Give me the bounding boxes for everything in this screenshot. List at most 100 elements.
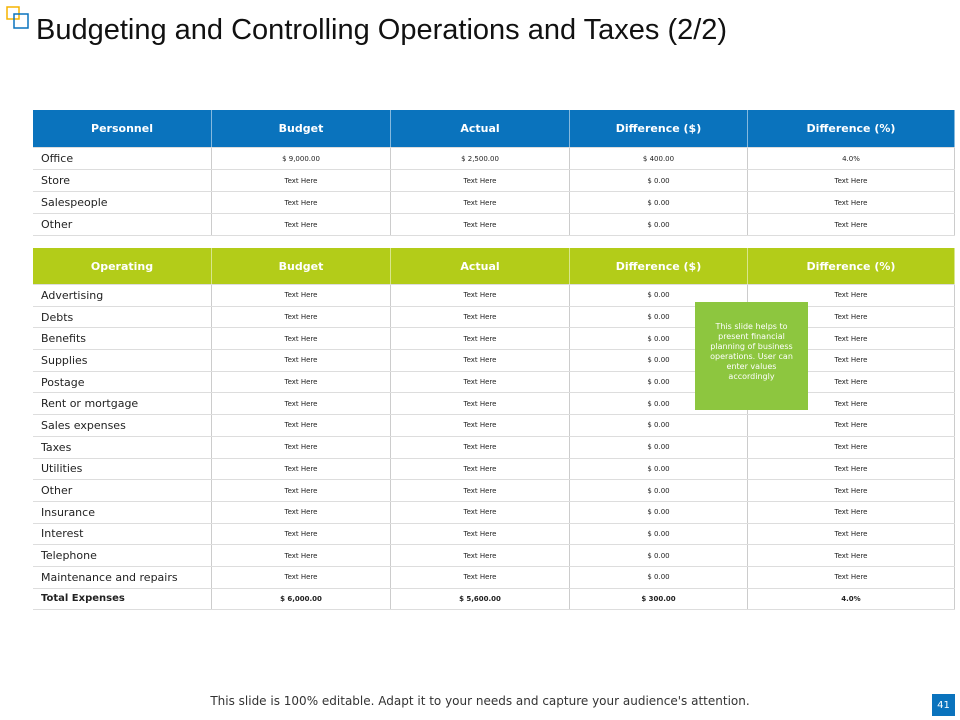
- table-cell: Text Here: [748, 415, 955, 436]
- table-row: Rent or mortgage Text Here Text Here $ 0.00…: [33, 393, 955, 416]
- table-row: Telephone Text Here Text Here $ 0.00 Text He…: [33, 545, 955, 567]
- table-cell: Other: [33, 480, 212, 501]
- table-cell: Text Here: [748, 566, 955, 588]
- logo: [6, 6, 29, 29]
- table-cell: Text Here: [212, 192, 391, 213]
- table-cell: Text Here: [748, 170, 955, 191]
- table-cell: Text Here: [748, 545, 955, 566]
- table-row: Utilities Text Here Text Here $ 0.00 Text He…: [33, 458, 955, 481]
- table-cell: Text Here: [212, 566, 391, 588]
- header-cell: Personnel: [33, 110, 212, 147]
- table-cell: Supplies: [33, 350, 212, 371]
- header-cell: Operating: [33, 248, 212, 284]
- table-cell: Text Here: [212, 328, 391, 350]
- table-cell: Maintenance and repairs: [33, 566, 212, 588]
- table-cell: Other: [33, 214, 212, 235]
- table-cell: $ 400.00: [570, 148, 748, 169]
- header-cell: Actual: [391, 110, 570, 147]
- operating-table: Operating Budget Actual Difference ($) Diffe…: [33, 248, 955, 611]
- table-cell: Text Here: [212, 371, 391, 393]
- table-cell: $ 0.00: [570, 436, 748, 458]
- table-cell: Text Here: [212, 393, 391, 415]
- table-cell: Text Here: [748, 350, 955, 371]
- table-cell: Text Here: [748, 523, 955, 545]
- table-cell: Taxes: [33, 436, 212, 458]
- table-cell: Sales expenses: [33, 415, 212, 436]
- slide-title: Budgeting and Controlling Operations and…: [36, 14, 728, 46]
- header-cell: Difference ($): [570, 248, 748, 284]
- table-row: Office $ 9,000.00 $ 2,500.00 $ 400.00 4.0%: [33, 148, 955, 170]
- table-cell: Text Here: [748, 306, 955, 328]
- table-cell: Text Here: [748, 458, 955, 480]
- table-row: Sales expenses Text Here Text Here $ 0.00 Te…: [33, 415, 955, 437]
- table-cell: $ 0.00: [570, 480, 748, 501]
- table-cell: Text Here: [748, 371, 955, 393]
- table-cell: Text Here: [212, 545, 391, 566]
- table-cell: Text Here: [391, 371, 570, 393]
- table-cell: Text Here: [748, 501, 955, 523]
- table-row: Benefits Text Here Text Here $ 0.00 Text Her…: [33, 328, 955, 351]
- table-cell: Text Here: [212, 306, 391, 328]
- table-cell: Text Here: [212, 170, 391, 191]
- table-cell: Salespeople: [33, 192, 212, 213]
- table-cell: Text Here: [748, 480, 955, 501]
- table-cell: Text Here: [391, 436, 570, 458]
- table-cell: $ 0.00: [570, 458, 748, 480]
- header-cell: Actual: [391, 248, 570, 284]
- table-cell: Text Here: [212, 214, 391, 235]
- sticky-note: This slide helps to present financial pl…: [695, 302, 808, 410]
- table-cell: $ 2,500.00: [391, 148, 570, 169]
- table-cell: Text Here: [391, 170, 570, 191]
- table-cell: $ 0.00: [570, 192, 748, 213]
- table-cell: $ 0.00: [570, 566, 748, 588]
- table-cell: Telephone: [33, 545, 212, 566]
- table-cell: Text Here: [391, 393, 570, 415]
- table-cell: Text Here: [748, 328, 955, 350]
- table-cell: $ 0.00: [570, 415, 748, 436]
- table-row: Other Text Here Text Here $ 0.00 Text Here: [33, 480, 955, 502]
- table-row: Interest Text Here Text Here $ 0.00 Text Her…: [33, 523, 955, 546]
- table-cell: Text Here: [391, 192, 570, 213]
- table-cell: Text Here: [212, 501, 391, 523]
- header-cell: Difference (%): [748, 248, 955, 284]
- table-cell: $ 0.00: [570, 214, 748, 235]
- header-cell: Budget: [212, 110, 391, 147]
- table-cell: Postage: [33, 371, 212, 393]
- table-cell: $ 6,000.00: [212, 588, 391, 610]
- table-row: Maintenance and repairs Text Here Text Her…: [33, 566, 955, 589]
- table-cell: Text Here: [748, 436, 955, 458]
- table-row: Debts Text Here Text Here $ 0.00 Text Here: [33, 306, 955, 329]
- table-cell: Text Here: [391, 458, 570, 480]
- table-cell: Text Here: [391, 523, 570, 545]
- table-cell: Text Here: [748, 214, 955, 235]
- table-cell: Text Here: [212, 523, 391, 545]
- header-cell: Difference ($): [570, 110, 748, 147]
- table-cell: Text Here: [391, 306, 570, 328]
- table-cell: Text Here: [391, 545, 570, 566]
- table-cell: Text Here: [212, 458, 391, 480]
- table-cell: Text Here: [212, 350, 391, 371]
- personnel-table: Personnel Budget Actual Difference ($) Diffe…: [33, 110, 955, 236]
- table-row: Taxes Text Here Text Here $ 0.00 Text Here: [33, 436, 955, 459]
- table-cell: $ 5,600.00: [391, 588, 570, 610]
- table-cell: Text Here: [391, 566, 570, 588]
- table-cell: Utilities: [33, 458, 212, 480]
- header-row: Operating Budget Actual Difference ($) Diffe…: [33, 248, 955, 285]
- table-cell: $ 9,000.00: [212, 148, 391, 169]
- table-cell: $ 0.00: [570, 501, 748, 523]
- table-cell: Text Here: [212, 480, 391, 501]
- table-cell: Advertising: [33, 285, 212, 306]
- table-cell: Text Here: [391, 285, 570, 306]
- table-row: Store Text Here Text Here $ 0.00 Text Here: [33, 170, 955, 192]
- table-cell: Text Here: [212, 436, 391, 458]
- table-cell: Debts: [33, 306, 212, 328]
- table-cell: Text Here: [391, 350, 570, 371]
- table-row: Advertising Text Here Text Here $ 0.00 Text …: [33, 285, 955, 307]
- header-cell: Difference (%): [748, 110, 955, 147]
- table-cell: Store: [33, 170, 212, 191]
- table-cell: Text Here: [391, 415, 570, 436]
- table-cell: Office: [33, 148, 212, 169]
- table-row: Salespeople Text Here Text Here $ 0.00 Text …: [33, 192, 955, 214]
- table-cell: 4.0%: [748, 148, 955, 169]
- table-cell: Insurance: [33, 501, 212, 523]
